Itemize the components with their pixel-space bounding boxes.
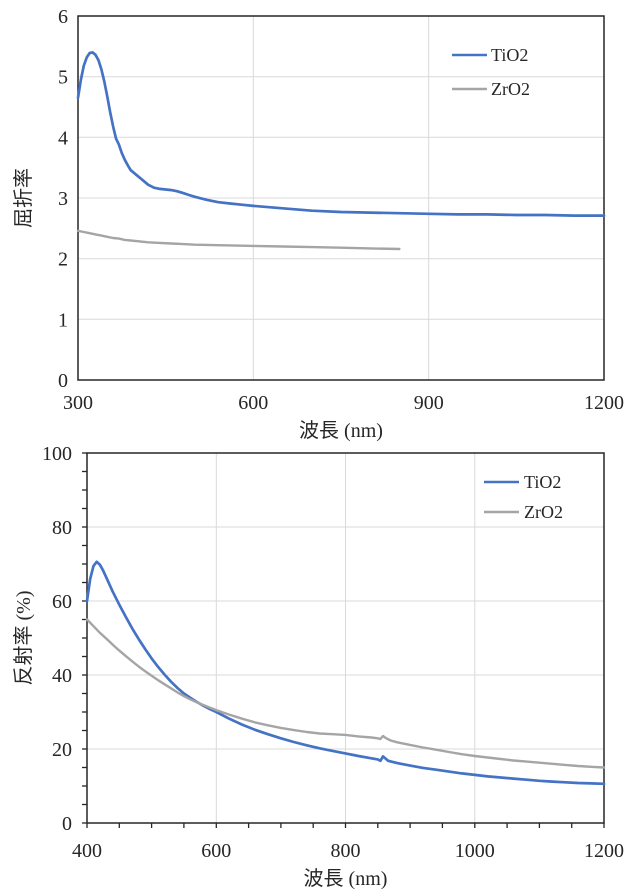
series-tio2-line: [76, 51, 606, 217]
y-tick-label: 3: [58, 188, 68, 210]
x-tick-label: 600: [238, 392, 268, 414]
legend-tio2-label: TiO2: [524, 472, 561, 492]
x-tick-label: 300: [63, 392, 93, 414]
y-tick-label: 20: [52, 739, 72, 761]
legend-zro2-label: ZrO2: [524, 502, 563, 522]
series-tio2-line: [85, 560, 606, 786]
y-axis-title: 反射率 (%): [12, 591, 35, 686]
y-tick-label: 4: [58, 127, 68, 149]
y-tick-label: 2: [58, 249, 68, 271]
y-axis-title: 屈折率: [12, 168, 35, 228]
x-tick-label: 900: [414, 392, 444, 414]
x-axis-title: 波長 (nm): [299, 419, 383, 442]
legend-zro2-label: ZrO2: [491, 79, 530, 99]
x-tick-label: 400: [72, 840, 102, 862]
y-tick-label: 40: [52, 665, 72, 687]
x-axis-title: 波長 (nm): [304, 867, 388, 890]
chart-1: 400 600 800 1000 1200 0 20 40 60 80 100 波長 (nm) 反射率 …: [12, 443, 624, 890]
y-tick-label: 80: [52, 517, 72, 539]
y-tick-label: 1: [58, 309, 68, 331]
x-tick-label: 600: [201, 840, 231, 862]
y-tick-label: 100: [42, 443, 72, 465]
y-tick-label: 60: [52, 591, 72, 613]
chart-0: 300 600 900 1200 0 1 2 3 4 5 6 波長 (nm) 屈折率 TiO2 ZrO2: [12, 6, 624, 442]
x-tick-label: 1000: [455, 840, 495, 862]
y-tick-label: 0: [58, 370, 68, 392]
plot-border: [86, 452, 605, 824]
series-zro2-line: [85, 618, 606, 769]
plot-border: [77, 15, 605, 381]
x-tick-label: 1200: [584, 392, 624, 414]
series-zro2-line: [76, 229, 401, 251]
legend-tio2-label: TiO2: [491, 45, 528, 65]
x-tick-label: 800: [331, 840, 361, 862]
y-tick-label: 6: [58, 6, 68, 28]
y-tick-label: 0: [62, 813, 72, 835]
x-tick-label: 1200: [584, 840, 624, 862]
y-tick-label: 5: [58, 67, 68, 89]
